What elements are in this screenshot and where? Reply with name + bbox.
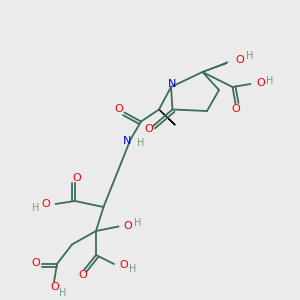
Polygon shape	[202, 62, 228, 72]
Text: H: H	[134, 218, 142, 228]
Text: O: O	[42, 199, 50, 209]
Text: O: O	[72, 172, 81, 183]
Text: N: N	[168, 79, 177, 89]
Text: H: H	[59, 287, 67, 298]
Text: O: O	[256, 78, 265, 88]
Text: O: O	[144, 124, 153, 134]
Text: H: H	[137, 137, 145, 148]
Text: O: O	[235, 55, 244, 65]
Text: H: H	[129, 264, 136, 274]
Text: O: O	[119, 260, 128, 271]
Text: O: O	[32, 258, 40, 268]
Text: O: O	[114, 104, 123, 114]
Text: O: O	[124, 221, 132, 231]
Text: O: O	[231, 103, 240, 114]
Polygon shape	[159, 110, 175, 125]
Text: H: H	[266, 76, 274, 86]
Text: O: O	[78, 270, 87, 280]
Text: H: H	[32, 202, 40, 213]
Text: H: H	[246, 51, 253, 61]
Text: N: N	[123, 136, 131, 146]
Text: O: O	[50, 282, 59, 292]
